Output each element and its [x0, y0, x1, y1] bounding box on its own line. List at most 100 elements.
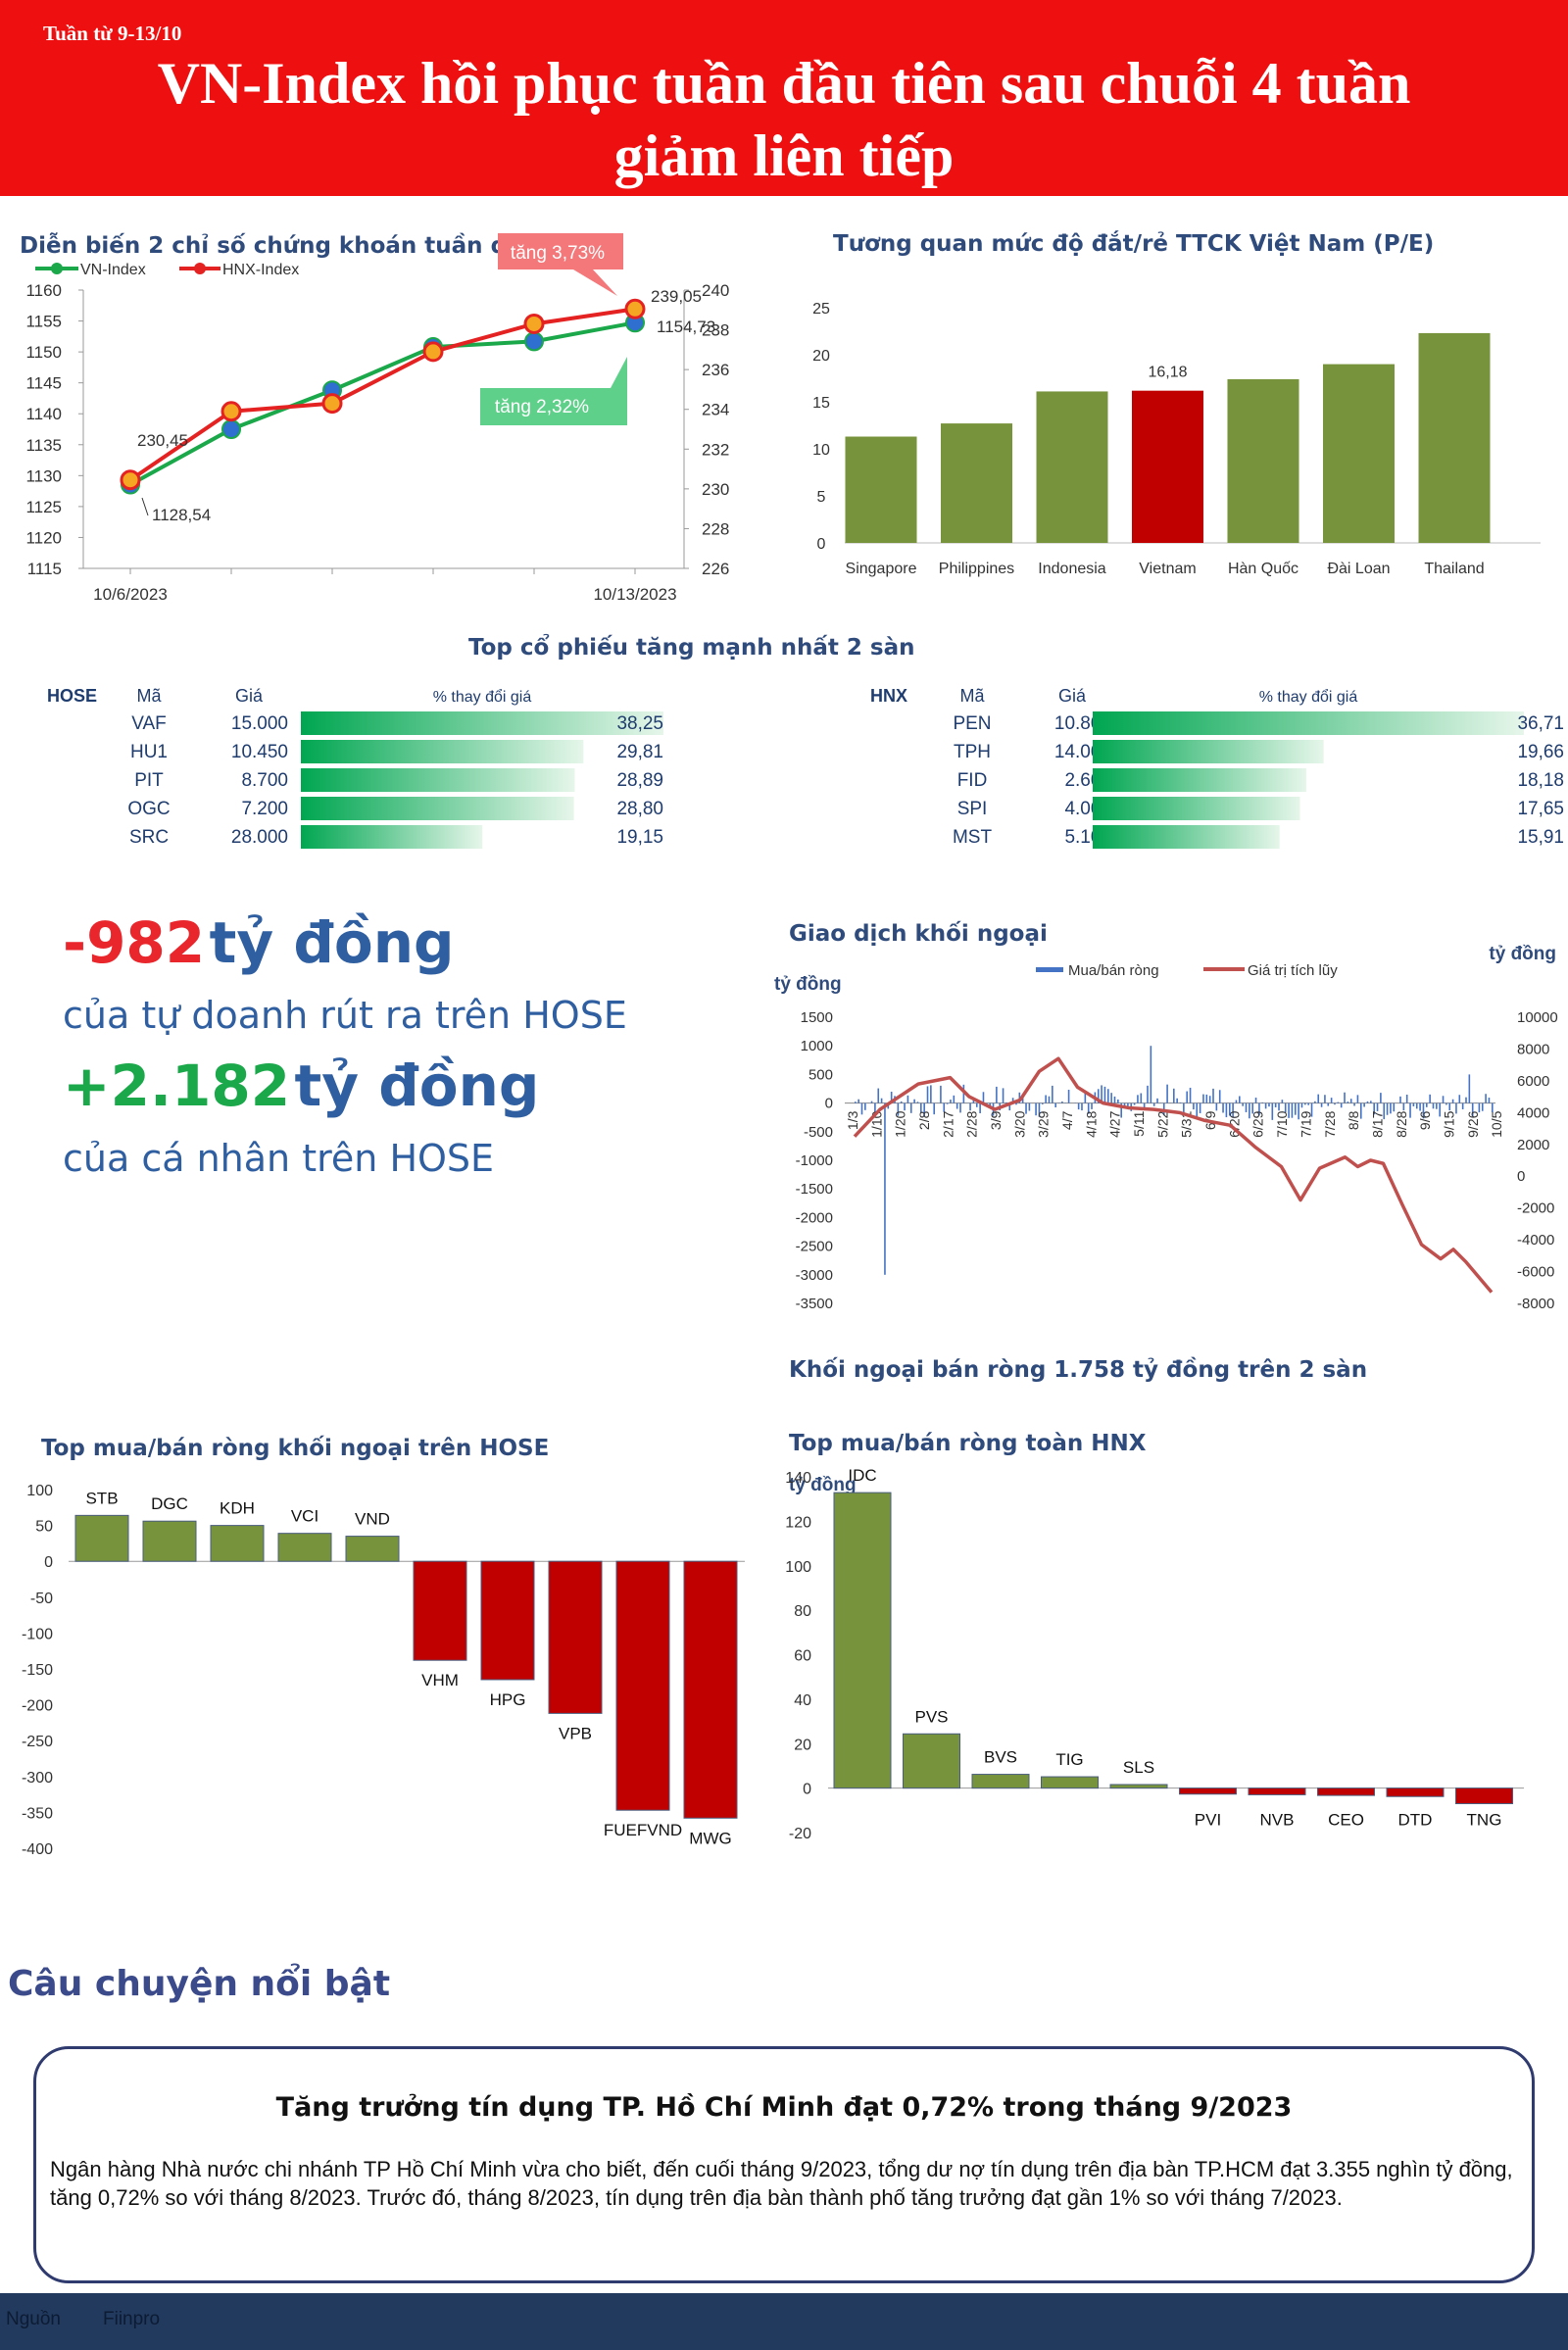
foreign-daily-bar [1405, 1095, 1408, 1103]
hnx-row-code: PEN [953, 713, 991, 734]
foreign-daily-bar [956, 1102, 958, 1109]
hnx-foreign-label: IDC [848, 1466, 876, 1485]
hose-foreign-label: KDH [220, 1499, 255, 1518]
foreign-daily-bar [1425, 1102, 1428, 1107]
story-section-title: Câu chuyện nổi bật [8, 1964, 391, 2004]
foreign-daily-bar [1212, 1088, 1214, 1103]
foreign-daily-bar [1347, 1102, 1349, 1103]
hnx-foreign-bar [1386, 1787, 1445, 1797]
vn-first-leader [141, 497, 149, 516]
foreign-daily-bar [1363, 1102, 1365, 1107]
foreign-daily-bar [1448, 1102, 1451, 1111]
foreign-daily-bar [1271, 1102, 1274, 1120]
hnx-index-point [624, 298, 646, 319]
hnx-col-code: Mã [959, 686, 985, 706]
week-label: Tuần từ 9-13/10 [43, 22, 182, 45]
hnx-foreign-label: SLS [1123, 1758, 1154, 1777]
prop-trading-desc: của tự doanh rút ra trên HOSE [63, 994, 627, 1037]
foreign-daily-bar [1045, 1095, 1047, 1103]
y-left-tick-label: 1160 [25, 281, 62, 300]
foreign-y-left-label: -1500 [796, 1181, 833, 1198]
hose-row-change: 28,89 [616, 770, 663, 791]
foreign-x-tick-label: 2/17 [940, 1110, 956, 1137]
foreign-daily-bar [1242, 1102, 1244, 1106]
foreign-daily-bar [1018, 1092, 1021, 1103]
y-left-tick-label: 1115 [27, 560, 62, 578]
hose-col-change: % thay đổi giá [433, 688, 532, 706]
foreign-daily-bar [874, 1102, 876, 1116]
hnx-row-code: FID [957, 770, 988, 791]
header-banner: Tuần từ 9-13/10 VN-Index hồi phục tuần đ… [0, 0, 1568, 196]
foreign-y-right-label: 0 [1517, 1168, 1525, 1185]
y-right-tick-label: 234 [702, 401, 729, 419]
foreign-daily-bar [1481, 1102, 1484, 1111]
foreign-daily-bar [989, 1102, 991, 1107]
foreign-cumulative-line [853, 1056, 1494, 1294]
hose-foreign-bar [413, 1560, 467, 1661]
foreign-daily-bar [1383, 1102, 1386, 1120]
foreign-y-right-label: -8000 [1517, 1296, 1554, 1312]
foreign-daily-bar [1245, 1102, 1248, 1112]
vn-callout-box [480, 357, 627, 425]
hnx-col-price: Giá [1058, 686, 1087, 706]
foreign-daily-bar [906, 1095, 909, 1103]
story-body: Ngân hàng Nhà nước chi nhánh TP Hồ Chí M… [50, 2157, 1513, 2210]
hnx-row-change: 18,18 [1517, 770, 1564, 791]
y-right-tick-label: 236 [702, 361, 729, 379]
hose-foreign-label: STB [85, 1489, 118, 1507]
foreign-daily-bar [870, 1101, 873, 1103]
hnx-foreign-label: BVS [984, 1748, 1017, 1767]
foreign-y-right-label: 8000 [1517, 1041, 1549, 1057]
y-left-tick-label: 1145 [25, 374, 62, 393]
hose-row-code: OGC [127, 799, 170, 819]
foreign-y-left-label: -1000 [796, 1152, 833, 1169]
hose-foreign-bar [74, 1514, 129, 1562]
hnx-foreign-y-label: 40 [794, 1692, 811, 1709]
foreign-daily-bar [1103, 1086, 1106, 1103]
foreign-daily-bar [1258, 1102, 1260, 1116]
foreign-daily-bar [1439, 1102, 1441, 1117]
foreign-daily-bar [1344, 1092, 1346, 1103]
hnx-row-code: MST [953, 827, 993, 848]
foreign-x-tick-label: 5/11 [1131, 1110, 1147, 1136]
foreign-daily-bar [1173, 1088, 1175, 1103]
foreign-daily-bar [1123, 1102, 1126, 1108]
y-left-tick-label: 1130 [25, 466, 62, 485]
foreign-daily-bar [913, 1099, 915, 1103]
foreign-daily-bar [1048, 1096, 1051, 1103]
foreign-daily-bar [1458, 1095, 1461, 1103]
foreign-daily-bar [1461, 1102, 1464, 1109]
y-left-tick-label: 1120 [25, 528, 62, 547]
foreign-y-left-label: -2000 [796, 1209, 833, 1226]
pe-bar [1227, 378, 1299, 543]
foreign-daily-bar [880, 1098, 883, 1103]
hnx-callout-text: tăng 3,73% [511, 243, 605, 264]
hnx-row-change: 19,66 [1517, 742, 1564, 762]
foreign-daily-bar [1208, 1096, 1211, 1103]
hnx-foreign-bar [1317, 1787, 1375, 1796]
foreign-daily-bar [1140, 1093, 1143, 1103]
hose-foreign-label: VHM [421, 1671, 459, 1689]
retail-figure: +2.182 tỷ đồng [63, 1053, 539, 1119]
hnx-index-point [220, 401, 242, 422]
foreign-daily-bar [1127, 1102, 1129, 1106]
hnx-foreign-bar [1109, 1784, 1168, 1789]
foreign-daily-bar [1218, 1090, 1221, 1103]
hnx-row-bar [1093, 825, 1280, 849]
hose-foreign-y-label: -200 [22, 1698, 53, 1715]
hose-foreign-bar [277, 1533, 332, 1562]
foreign-x-tick-label: 7/28 [1322, 1110, 1338, 1137]
hnx-first-label: 230,45 [137, 431, 188, 450]
y-left-tick-label: 1155 [25, 313, 62, 331]
hose-foreign-bar [615, 1560, 670, 1811]
hnx-foreign-bar [1248, 1787, 1306, 1795]
foreign-daily-bar [930, 1085, 932, 1103]
foreign-daily-bar [1436, 1102, 1438, 1109]
foreign-y-left-label: 1000 [801, 1038, 833, 1054]
vn-first-label: 1128,54 [152, 506, 211, 524]
pe-y-tick-label: 10 [812, 442, 830, 459]
hnx-foreign-title: Top mua/bán ròng toàn HNX [789, 1431, 1147, 1456]
foreign-daily-bar [1193, 1102, 1195, 1110]
foreign-daily-bar [1268, 1102, 1270, 1107]
foreign-x-tick-label: 8/8 [1346, 1110, 1361, 1130]
